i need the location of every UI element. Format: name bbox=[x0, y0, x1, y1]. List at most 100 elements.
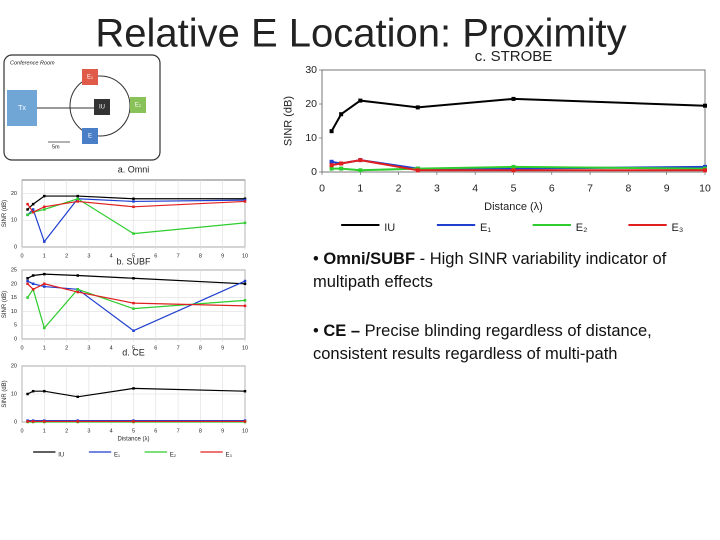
data-point bbox=[76, 194, 79, 198]
y-tick-label: 20 bbox=[11, 363, 17, 369]
diagram-label: IU bbox=[99, 105, 105, 111]
legend-label: E₁ bbox=[480, 222, 491, 234]
bullet-bold: CE – bbox=[323, 322, 361, 340]
data-point bbox=[43, 272, 46, 276]
x-axis-label: Distance (λ) bbox=[117, 437, 149, 443]
data-point bbox=[243, 279, 247, 283]
tx-box bbox=[7, 90, 37, 126]
y-tick-label: 20 bbox=[11, 281, 17, 287]
y-axis-label: SINR (dB) bbox=[2, 200, 8, 227]
data-point bbox=[26, 202, 29, 206]
bullet: • Omni/SUBF - High SINR variability indi… bbox=[313, 250, 667, 291]
x-tick-label: 1 bbox=[43, 428, 46, 434]
x-tick-label: 5 bbox=[511, 183, 517, 195]
y-tick-label: 10 bbox=[11, 391, 17, 397]
data-point bbox=[26, 420, 29, 423]
chart-title: a. Omni bbox=[118, 164, 150, 174]
data-point bbox=[26, 208, 29, 211]
slide-title: Relative E Location: Proximity bbox=[95, 12, 626, 56]
x-tick-label: 2 bbox=[396, 183, 402, 195]
data-point bbox=[26, 213, 29, 217]
x-tick-label: 8 bbox=[199, 345, 202, 351]
data-point bbox=[43, 326, 46, 330]
data-point bbox=[31, 210, 35, 214]
x-tick-label: 4 bbox=[110, 253, 113, 259]
data-point bbox=[43, 240, 46, 243]
data-point bbox=[43, 285, 46, 288]
data-point bbox=[329, 163, 334, 168]
x-tick-label: 8 bbox=[625, 183, 631, 195]
y-tick-label: 10 bbox=[11, 218, 17, 224]
data-point bbox=[132, 307, 135, 310]
data-point bbox=[132, 301, 135, 305]
x-tick-label: 10 bbox=[242, 428, 248, 434]
diagram-label: E₁ bbox=[87, 75, 93, 81]
data-point bbox=[243, 420, 247, 423]
data-point bbox=[243, 197, 247, 201]
x-tick-label: 2 bbox=[65, 428, 68, 434]
chart-title: c. STROBE bbox=[475, 48, 553, 65]
x-tick-label: 5 bbox=[132, 428, 135, 434]
y-axis-label: SINR (dB) bbox=[282, 96, 294, 146]
legend-label: E₃ bbox=[671, 222, 683, 234]
data-point bbox=[76, 200, 79, 203]
bullet-bold: Omni/SUBF bbox=[323, 250, 416, 268]
x-tick-label: 7 bbox=[177, 345, 180, 351]
x-tick-label: 6 bbox=[549, 183, 555, 195]
data-point bbox=[339, 166, 344, 171]
x-tick-label: 6 bbox=[154, 253, 157, 259]
data-point bbox=[415, 105, 420, 110]
y-tick-label: 15 bbox=[11, 295, 17, 301]
y-tick-label: 20 bbox=[305, 98, 317, 110]
x-tick-label: 8 bbox=[199, 253, 202, 259]
diagram-label: E bbox=[88, 134, 92, 140]
data-point bbox=[243, 282, 247, 286]
x-tick-label: 1 bbox=[43, 345, 46, 351]
data-point bbox=[132, 197, 135, 201]
x-tick-label: 3 bbox=[87, 345, 90, 351]
x-tick-label: 9 bbox=[221, 345, 224, 351]
y-axis-label: SINR (dB) bbox=[2, 291, 8, 318]
plot-area bbox=[321, 69, 706, 173]
series-line bbox=[330, 97, 706, 132]
data-point bbox=[243, 304, 247, 308]
x-tick-label: 3 bbox=[87, 428, 90, 434]
data-point bbox=[76, 420, 79, 423]
data-point bbox=[511, 164, 516, 169]
y-tick-label: 10 bbox=[11, 309, 17, 315]
data-point bbox=[358, 158, 363, 163]
y-tick-label: 0 bbox=[311, 166, 317, 178]
diagram-label: Conference Room bbox=[10, 60, 55, 66]
data-point bbox=[415, 168, 420, 173]
series-line bbox=[27, 200, 246, 213]
chart-title: b. SUBF bbox=[116, 256, 151, 266]
x-tick-label: 0 bbox=[20, 428, 23, 434]
y-tick-label: 20 bbox=[11, 191, 17, 197]
data-point bbox=[31, 282, 35, 286]
legend-label: E₃ bbox=[225, 453, 232, 459]
legend-label: IU bbox=[58, 453, 64, 459]
data-point bbox=[511, 96, 516, 101]
data-point bbox=[76, 197, 79, 201]
data-point bbox=[31, 274, 35, 277]
x-tick-label: 9 bbox=[664, 183, 670, 195]
diagram-label: E₂ bbox=[135, 103, 142, 109]
x-tick-label: 2 bbox=[65, 345, 68, 351]
x-tick-label: 8 bbox=[199, 428, 202, 434]
data-point bbox=[26, 392, 29, 396]
room-diagram: Conference Room Tx E₁ E₂ IU E 5m bbox=[3, 54, 161, 161]
bullet-text: - High SINR variability indicator of mul… bbox=[313, 250, 667, 291]
data-point bbox=[243, 198, 247, 202]
data-point bbox=[329, 129, 334, 134]
diagram-label: 5m bbox=[52, 144, 60, 150]
x-axis-label: Distance (λ) bbox=[484, 201, 543, 213]
series-line bbox=[27, 287, 246, 330]
data-point bbox=[243, 200, 247, 203]
e2-box bbox=[130, 97, 146, 113]
y-axis-label: SINR (dB) bbox=[2, 380, 8, 407]
x-tick-label: 4 bbox=[110, 428, 113, 434]
x-tick-label: 7 bbox=[177, 253, 180, 259]
legend-label: E₂ bbox=[576, 222, 588, 234]
